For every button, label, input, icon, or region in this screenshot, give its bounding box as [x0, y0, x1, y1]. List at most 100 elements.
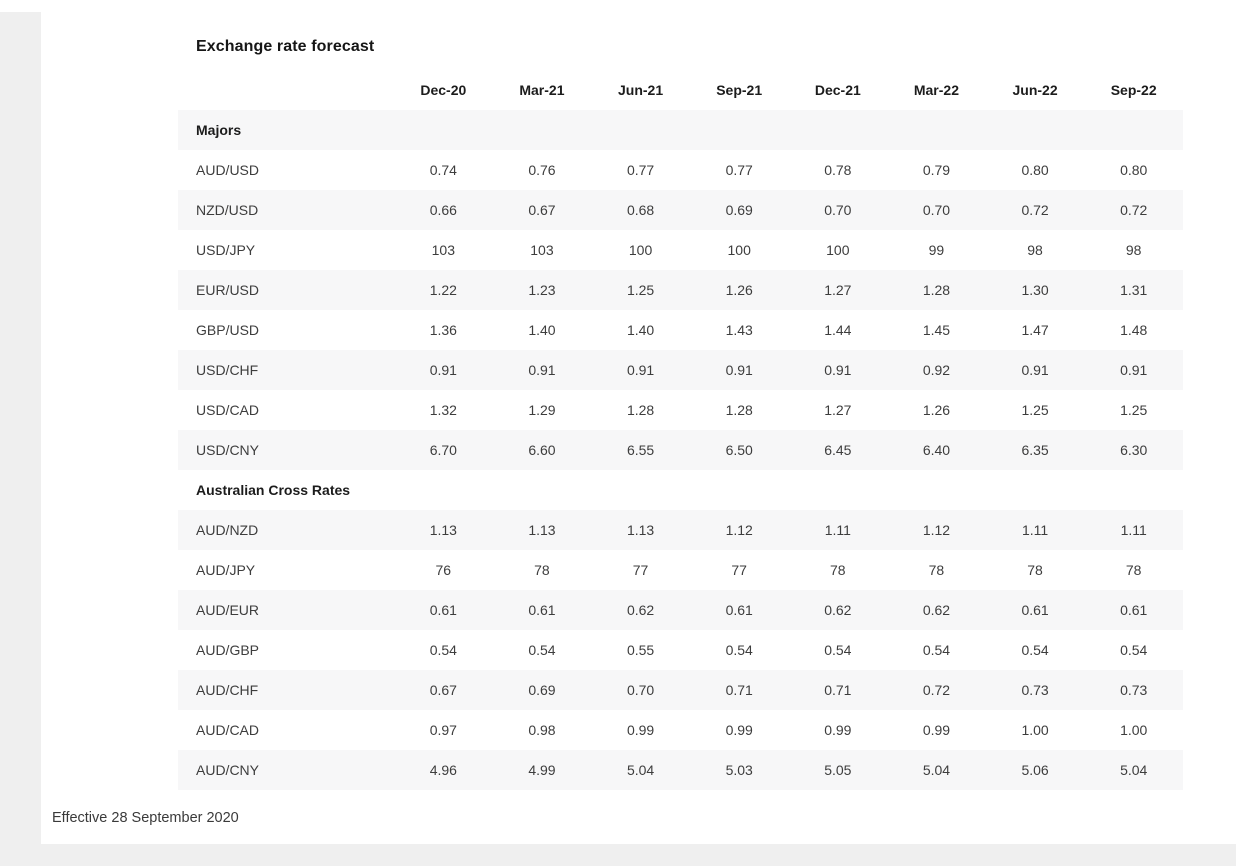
rate-value: 0.78	[824, 162, 852, 178]
rate-value: 1.28	[725, 402, 753, 418]
rate-value: 0.62	[922, 602, 951, 618]
section-label: Majors	[196, 122, 242, 138]
table-row: USD/JPY 103 103 100 100 100 99 98 98	[178, 230, 1183, 270]
column-header: Sep-22	[1110, 82, 1157, 98]
currency-pair-label: USD/CAD	[196, 402, 260, 418]
rate-value: 1.13	[528, 522, 556, 538]
section-label: Australian Cross Rates	[196, 482, 351, 498]
column-header: Jun-22	[1012, 82, 1058, 98]
rate-value: 1.28	[626, 402, 655, 418]
rate-value: 100	[727, 242, 751, 258]
rate-value: 0.66	[429, 202, 457, 218]
rate-value: 98	[1125, 242, 1142, 258]
rate-value: 1.36	[429, 322, 457, 338]
table-row: USD/CNY 6.70 6.60 6.55 6.50 6.45 6.40 6.35 6.30	[178, 430, 1183, 470]
currency-pair-label: USD/JPY	[196, 242, 256, 258]
rate-value: 4.96	[429, 762, 457, 778]
rate-value: 1.11	[1120, 522, 1147, 538]
currency-pair-label: AUD/GBP	[196, 642, 260, 658]
rate-value: 0.69	[528, 682, 556, 698]
rate-value: 1.25	[1120, 402, 1148, 418]
rate-value: 1.26	[725, 282, 753, 298]
table-row: EUR/USD 1.22 1.23 1.25 1.26 1.27 1.28 1.30 1.31	[178, 270, 1183, 310]
rate-value: 5.03	[725, 762, 753, 778]
rate-value: 0.73	[1120, 682, 1148, 698]
rate-value: 1.31	[1120, 282, 1148, 298]
rate-value: 0.62	[626, 602, 655, 618]
rate-value: 0.61	[528, 602, 556, 618]
rate-value: 1.25	[1021, 402, 1049, 418]
rate-value: 0.68	[626, 202, 655, 218]
rate-value: 1.12	[725, 522, 753, 538]
rate-value: 0.54	[824, 642, 852, 658]
rate-value: 1.29	[528, 402, 556, 418]
section-header-row: Australian Cross Rates	[178, 470, 1183, 510]
rate-value: 6.50	[725, 442, 753, 458]
rate-value: 4.99	[528, 762, 556, 778]
rate-value: 1.11	[824, 522, 851, 538]
rate-value: 0.54	[528, 642, 556, 658]
rate-value: 77	[731, 562, 747, 578]
rate-value: 1.48	[1120, 322, 1148, 338]
rate-value: 0.92	[922, 362, 951, 378]
rate-value: 0.72	[1120, 202, 1148, 218]
column-header-blank	[178, 70, 394, 110]
rate-value: 0.79	[922, 162, 951, 178]
currency-pair-label: NZD/USD	[196, 202, 259, 218]
rate-value: 1.40	[528, 322, 556, 338]
table-header: Dec-20 Mar-21 Jun-21 Sep-21 Dec-21 Mar-22 Jun-…	[178, 70, 1183, 110]
rate-value: 1.27	[824, 402, 852, 418]
rate-value: 0.54	[725, 642, 753, 658]
rate-value: 0.77	[725, 162, 753, 178]
table-title: Exchange rate forecast	[196, 38, 375, 55]
rate-value: 5.05	[824, 762, 852, 778]
table-row: AUD/JPY 76 78 77 77 78 78 78 78	[178, 550, 1183, 590]
table-row: AUD/CNY 4.96 4.99 5.04 5.03 5.05 5.04 5.06 5.04	[178, 750, 1183, 790]
rate-value: 0.54	[1120, 642, 1148, 658]
rate-value: 0.91	[1120, 362, 1148, 378]
rate-value: 0.70	[626, 682, 655, 698]
rate-value: 0.99	[725, 722, 753, 738]
rate-value: 6.45	[824, 442, 852, 458]
rate-value: 0.91	[1021, 362, 1049, 378]
page-background-band-bottom	[0, 844, 1236, 866]
rate-value: 0.54	[922, 642, 951, 658]
table-row: GBP/USD 1.36 1.40 1.40 1.43 1.44 1.45 1.47 1.48	[178, 310, 1183, 350]
rate-value: 99	[928, 242, 945, 258]
rate-value: 100	[826, 242, 850, 258]
rate-value: 0.61	[1021, 602, 1049, 618]
table-row: AUD/CAD 0.97 0.98 0.99 0.99 0.99 0.99 1.00 1.00	[178, 710, 1183, 750]
rate-value: 6.70	[429, 442, 457, 458]
rate-value: 0.67	[429, 682, 457, 698]
rate-value: 0.91	[725, 362, 753, 378]
table-row: NZD/USD 0.66 0.67 0.68 0.69 0.70 0.70 0.72 0.72	[178, 190, 1183, 230]
table-body: Majors AUD/USD 0.74 0.76 0.77 0.77 0.78 0.79 0.8…	[178, 110, 1183, 790]
effective-date-note: Effective 28 September 2020	[52, 810, 239, 826]
column-header: Dec-21	[814, 82, 861, 98]
rate-value: 1.32	[429, 402, 457, 418]
rate-value: 0.67	[528, 202, 556, 218]
rate-value: 0.70	[824, 202, 852, 218]
rate-value: 1.13	[626, 522, 655, 538]
rate-value: 6.60	[528, 442, 556, 458]
rate-value: 0.91	[824, 362, 852, 378]
currency-pair-label: USD/CHF	[196, 362, 259, 378]
currency-pair-label: AUD/EUR	[196, 602, 260, 618]
rate-value: 6.30	[1120, 442, 1148, 458]
rate-value: 103	[431, 242, 455, 258]
rate-value: 5.04	[626, 762, 655, 778]
currency-pair-label: GBP/USD	[196, 322, 260, 338]
rate-value: 0.97	[429, 722, 457, 738]
page-background-band-left	[0, 12, 41, 866]
table-row: AUD/EUR 0.61 0.61 0.62 0.61 0.62 0.62 0.61 0.61	[178, 590, 1183, 630]
rate-value: 0.61	[725, 602, 753, 618]
rate-value: 1.30	[1021, 282, 1049, 298]
rate-value: 0.54	[1021, 642, 1049, 658]
rate-value: 1.26	[922, 402, 951, 418]
exchange-rate-forecast-table: Dec-20 Mar-21 Jun-21 Sep-21 Dec-21 Mar-22 Jun-…	[178, 70, 1183, 790]
rate-value: 0.73	[1021, 682, 1049, 698]
rate-value: 1.11	[1021, 522, 1049, 538]
rate-value: 103	[530, 242, 554, 258]
column-header: Sep-21	[716, 82, 763, 98]
